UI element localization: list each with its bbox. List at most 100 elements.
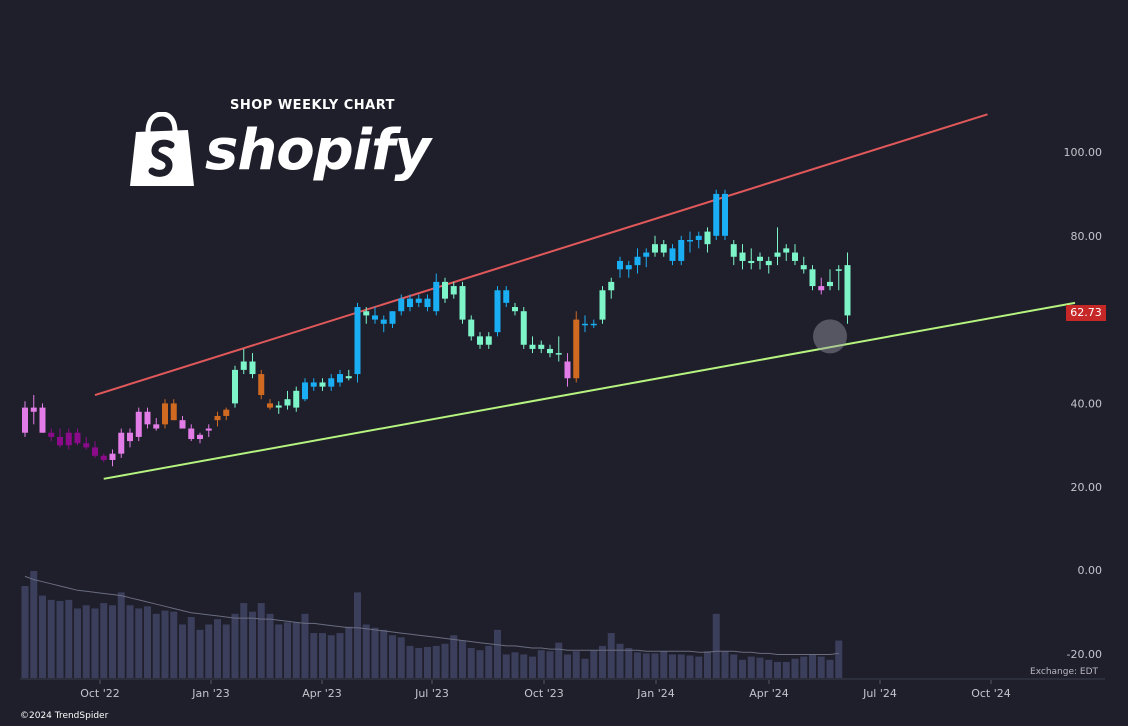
candle-body (407, 298, 413, 308)
candle (442, 277, 448, 303)
candle (188, 424, 195, 442)
candle (118, 428, 125, 458)
volume-bar (625, 648, 633, 678)
x-tick-label: Apr '23 (302, 687, 342, 700)
candle-body (293, 390, 300, 408)
resistance-trendline (94, 113, 988, 396)
candle-body (818, 286, 825, 291)
volume-bar (406, 645, 414, 678)
candle (328, 374, 335, 391)
candle-body (319, 382, 326, 387)
x-tick-label: Oct '23 (524, 687, 564, 700)
candle-body (83, 443, 90, 448)
candle-body (39, 407, 46, 433)
volume-bar (327, 635, 335, 678)
candle-body (415, 298, 422, 303)
volume-bar (21, 585, 29, 678)
last-price-tag: 62.73 (1066, 305, 1106, 321)
candle-body (547, 348, 553, 354)
candle-body (748, 260, 755, 264)
candle (660, 239, 667, 257)
volume-bar (642, 653, 650, 678)
volume-bar (389, 635, 396, 678)
candle-body (512, 307, 518, 312)
volume-bar (336, 633, 344, 678)
candle-body (730, 244, 737, 257)
volume-bar (301, 613, 309, 678)
volume-bars (21, 571, 843, 678)
candle-body (573, 319, 580, 379)
candle-body (223, 409, 230, 416)
volume-bar (817, 656, 825, 678)
candle-body (135, 411, 142, 437)
volume-bar (747, 656, 755, 678)
candle-body (827, 281, 833, 287)
candle-body (555, 353, 562, 355)
candle (162, 399, 168, 429)
candle-body (599, 290, 606, 320)
candle-body (267, 403, 273, 408)
candle (792, 244, 798, 266)
candle (337, 369, 343, 387)
candle (678, 235, 685, 266)
candle (827, 269, 833, 291)
y-tick-label: 80.00 (1071, 230, 1103, 243)
volume-bar (529, 656, 536, 678)
volume-bar (704, 651, 711, 678)
volume-bar (152, 613, 160, 678)
candle (512, 302, 518, 316)
candle (713, 189, 720, 240)
candle (835, 265, 842, 291)
volume-bar (721, 651, 729, 678)
candle-body (503, 290, 510, 303)
candle (275, 401, 282, 414)
candle (354, 302, 361, 383)
volume-bar (397, 637, 405, 678)
candle-body (74, 432, 81, 444)
candle (739, 244, 746, 270)
volume-bar (546, 651, 554, 678)
candle-body (162, 403, 168, 425)
candle (232, 365, 238, 408)
volume-bar (809, 654, 816, 678)
volume-bar (284, 622, 291, 678)
candle (39, 403, 46, 433)
volume-bar (240, 603, 248, 678)
volume-bar (730, 654, 738, 678)
volume-bar (564, 654, 571, 678)
volume-bar (800, 656, 808, 678)
volume-bar (607, 633, 615, 678)
volume-bar (187, 617, 195, 678)
volume-bar (450, 635, 458, 678)
candle (765, 256, 772, 274)
candle-body (695, 235, 702, 240)
volume-bar (170, 611, 178, 678)
candle (485, 332, 492, 349)
volume-bar (432, 645, 440, 678)
volume-bar (511, 652, 519, 678)
volume-bar (39, 595, 46, 678)
candle (433, 273, 440, 316)
volume-bar (47, 599, 55, 678)
candle-body (328, 378, 335, 387)
volume-bar (695, 656, 703, 678)
candle-body (389, 311, 396, 324)
volume-bar (135, 608, 143, 678)
candle-body (188, 428, 195, 440)
volume-bar (616, 643, 624, 678)
candle-body (302, 382, 308, 400)
candle (284, 390, 291, 410)
volume-bar (572, 651, 580, 678)
exchange-label: Exchange: EDT (1030, 667, 1098, 677)
volume-bar (362, 624, 370, 678)
candle (652, 235, 658, 257)
volume-bar (30, 571, 38, 678)
candle (450, 281, 457, 299)
volume-bar (380, 629, 388, 678)
candle-body (765, 260, 772, 266)
volume-bar (56, 600, 64, 678)
candle (223, 407, 230, 421)
candle (695, 231, 702, 249)
candle (363, 307, 370, 324)
candle-body (354, 307, 361, 375)
